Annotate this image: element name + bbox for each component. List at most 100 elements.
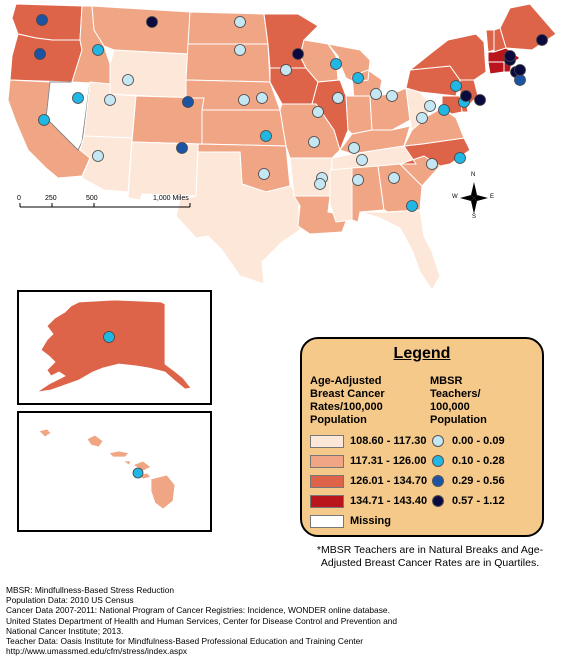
teacher-dot-AZ	[92, 150, 104, 162]
teacher-dot-MS	[314, 178, 326, 190]
teacher-dot-IL	[332, 92, 344, 104]
scale-tick-250: 250	[45, 195, 57, 202]
teacher-dot-NC	[454, 152, 466, 164]
teacher-dot-AL	[352, 174, 364, 186]
teacher-swatch-1	[432, 435, 444, 447]
scale-bar: 0 250 500 1,000 Miles	[14, 195, 214, 215]
teacher-dot-WA	[36, 14, 48, 26]
legend-teacher-row: 0.00 - 0.09	[432, 434, 505, 448]
teacher-dot-TN	[356, 154, 368, 166]
compass-s: S	[472, 214, 477, 220]
source-line: http://www.umassmed.edu/cfm/stress/index…	[6, 646, 188, 656]
teacher-dot-ME	[536, 34, 548, 46]
teacher-dot-VA	[424, 100, 436, 112]
state-VT	[485, 29, 495, 53]
rate-label: 108.60 - 117.30	[350, 435, 427, 447]
legend-teachers-heading: MBSR Teachers/ 100,000 Population	[430, 375, 487, 426]
state-KS	[201, 109, 287, 147]
legend-rate-row: 126.01 - 134.70	[310, 474, 427, 488]
rate-swatch-q2	[310, 454, 344, 468]
teacher-dot-MT	[146, 16, 158, 28]
teacher-dot-MN	[292, 48, 304, 60]
teacher-dot-UT	[104, 94, 116, 106]
legend-teacher-row: 0.57 - 1.12	[432, 494, 505, 508]
teacher-dot-CT	[514, 74, 526, 86]
state-layer	[7, 3, 557, 291]
alaska-inset	[17, 290, 212, 405]
legend-rates-heading: Age-Adjusted Breast Cancer Rates/100,000…	[310, 375, 385, 426]
teacher-dot-SC	[426, 158, 438, 170]
teacher-dot-TX	[258, 168, 270, 180]
teacher-dot-MO	[312, 106, 324, 118]
teacher-dot-MD	[460, 90, 472, 102]
source-line: Population Data: 2010 US Census	[6, 595, 134, 606]
teacher-dot-CO	[182, 96, 194, 108]
teacher-dot-KY	[348, 142, 360, 154]
state-NM	[127, 141, 199, 201]
teacher-dot-IA	[280, 64, 292, 76]
teacher-swatch-2	[432, 455, 444, 467]
state-ME	[499, 3, 557, 51]
sources-text: MBSR: Mindfullness-Based Stress Reductio…	[6, 585, 562, 656]
teacher-dot-MI	[352, 72, 364, 84]
legend-title: Legend	[393, 345, 451, 362]
teacher-dot-OK	[260, 130, 272, 142]
teacher-dot-layer	[34, 14, 548, 212]
teacher-label: 0.29 - 0.56	[452, 475, 505, 487]
teacher-dot-NM	[176, 142, 188, 154]
teacher-dot-FL	[406, 200, 418, 212]
teacher-dot-WI	[330, 58, 342, 70]
legend-rate-row: 108.60 - 117.30	[310, 434, 426, 448]
hawaii-inset	[17, 411, 212, 532]
teacher-dot-RI	[514, 64, 526, 76]
teacher-dot-AR	[308, 136, 320, 148]
teacher-dot-CA	[38, 114, 50, 126]
teacher-dot-AK	[103, 331, 115, 343]
teacher-swatch-3	[432, 475, 444, 487]
source-line: Cancer Data 2007-2011: National Program …	[6, 605, 390, 616]
teacher-dot-VT	[504, 50, 516, 62]
state-SD	[185, 43, 271, 83]
state-AZ	[79, 135, 133, 193]
legend-teacher-row: 0.29 - 0.56	[432, 474, 505, 488]
state-MS	[329, 167, 353, 223]
state-MT	[91, 5, 191, 55]
teacher-dot-OH	[386, 90, 398, 102]
source-line: United States Department of Health and H…	[6, 615, 398, 626]
state-TX	[175, 151, 301, 285]
state-OR	[9, 33, 83, 83]
compass-n: N	[471, 172, 476, 178]
scale-tick-500: 500	[86, 195, 98, 202]
teacher-dot-IN	[370, 88, 382, 100]
state-ND	[187, 11, 269, 45]
teacher-dot-PA	[438, 104, 450, 116]
rate-label: 134.71 - 143.40	[350, 495, 428, 507]
legend-panel: Legend Age-Adjusted Breast Cancer Rates/…	[300, 337, 544, 537]
state-AK	[36, 299, 192, 393]
teacher-swatch-4	[432, 495, 444, 507]
teacher-label: 0.00 - 0.09	[452, 435, 505, 447]
state-WY	[109, 49, 189, 99]
teacher-dot-SD	[234, 44, 246, 56]
rate-label: 126.01 - 134.70	[350, 475, 428, 487]
teacher-dot-WY	[122, 74, 134, 86]
teacher-dot-NJ	[474, 94, 486, 106]
teacher-label: 0.57 - 1.12	[452, 495, 505, 507]
compass-w: W	[452, 194, 458, 200]
rate-swatch-q1	[310, 434, 344, 448]
rate-swatch-q3	[310, 474, 344, 488]
state-FL	[359, 209, 441, 291]
state-LA	[293, 195, 349, 235]
compass-rose-icon: N S W E	[452, 172, 496, 220]
classification-note: *MBSR Teachers are in Natural Breaks and…	[316, 544, 544, 569]
legend-rate-row: 117.31 - 126.00	[310, 454, 426, 468]
teacher-dot-NV	[72, 92, 84, 104]
teacher-dot-OR	[34, 48, 46, 60]
rate-label: 117.31 - 126.00	[350, 455, 427, 467]
scale-tick-0: 0	[17, 195, 21, 202]
teacher-dot-ND	[234, 16, 246, 28]
state-CT	[487, 61, 505, 75]
teacher-dot-NY	[450, 80, 462, 92]
source-line: Teacher Data: Oasis Institute for Mindfu…	[6, 636, 364, 647]
